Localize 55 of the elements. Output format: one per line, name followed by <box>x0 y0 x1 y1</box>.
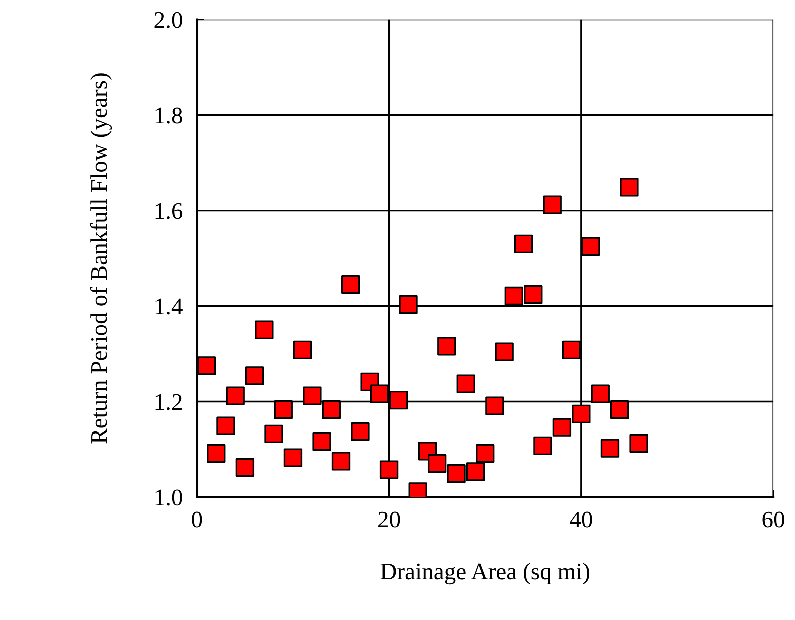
point <box>466 462 486 482</box>
point <box>245 366 264 386</box>
y-axis-title: Return Period of Bankfull Flow (years) <box>90 74 112 444</box>
point <box>284 448 303 468</box>
point <box>543 196 562 214</box>
point <box>514 234 534 254</box>
point <box>380 460 399 480</box>
point <box>303 386 322 406</box>
y-tick-label: 2.0 <box>154 12 182 28</box>
point <box>255 320 274 340</box>
point <box>312 432 332 452</box>
point <box>534 436 552 456</box>
point <box>207 444 226 464</box>
point <box>274 400 293 420</box>
x-tick-label: 60 <box>762 512 784 528</box>
point <box>216 416 236 436</box>
y-tick-label: 1.8 <box>156 108 182 124</box>
point <box>456 374 476 394</box>
point <box>342 275 360 294</box>
y-tick-label: 1.0 <box>156 490 182 506</box>
point <box>390 390 408 410</box>
x-tick-label: 0 <box>192 512 202 528</box>
point <box>591 384 610 404</box>
x-tick-label: 40 <box>570 512 592 528</box>
point <box>351 422 370 442</box>
point <box>428 454 447 474</box>
point <box>600 439 620 458</box>
point <box>504 286 524 306</box>
point <box>293 340 312 360</box>
point <box>236 458 255 477</box>
point <box>476 444 495 464</box>
point <box>572 404 591 424</box>
point <box>610 400 630 420</box>
point <box>630 434 648 454</box>
point <box>620 178 639 197</box>
point <box>226 386 245 406</box>
point <box>399 296 418 314</box>
x-tick-label: 20 <box>378 512 400 528</box>
point <box>264 424 284 444</box>
point <box>438 337 456 356</box>
point <box>582 237 600 256</box>
point <box>197 356 216 376</box>
point <box>486 396 504 416</box>
y-tick-label: 1.4 <box>156 298 183 315</box>
point <box>447 464 466 484</box>
point <box>552 418 572 437</box>
point <box>562 340 582 360</box>
point <box>322 400 341 420</box>
x-axis-title: Drainage Area (sq mi) <box>380 563 590 585</box>
y-tick-label: 1.2 <box>156 394 182 410</box>
point <box>332 452 351 471</box>
y-tick-label: 1.6 <box>156 203 183 220</box>
point <box>524 285 543 304</box>
point <box>370 384 390 404</box>
point <box>495 342 514 362</box>
